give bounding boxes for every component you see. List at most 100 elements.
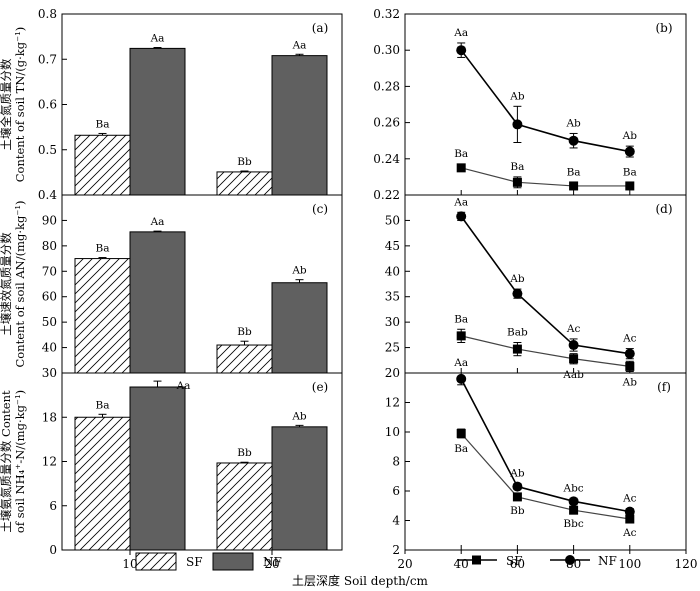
data-label: Ab bbox=[509, 468, 525, 480]
panel-label: (b) bbox=[655, 21, 672, 35]
data-label: Ab bbox=[291, 265, 307, 277]
data-label: Aa bbox=[176, 380, 191, 392]
data-label: Bb bbox=[237, 156, 252, 168]
y-tick-label: 20 bbox=[385, 366, 400, 380]
y-tick-label: 0.4 bbox=[38, 188, 57, 202]
y-tick-label: 6 bbox=[392, 484, 400, 498]
bar-sf bbox=[216, 462, 273, 551]
data-label: Ba bbox=[96, 243, 110, 255]
data-point-nf bbox=[568, 135, 579, 146]
bar-nf bbox=[129, 231, 186, 374]
y-tick-label: 0.30 bbox=[373, 43, 400, 57]
data-label: Ab bbox=[622, 376, 638, 388]
y-tick-label: 60 bbox=[42, 290, 57, 304]
y-tick-label: 35 bbox=[385, 290, 400, 304]
legend-marker-sf bbox=[472, 555, 481, 565]
y-tick-label: 30 bbox=[42, 366, 57, 380]
bar-sf bbox=[216, 344, 273, 374]
data-point-sf bbox=[569, 505, 579, 515]
data-label: Ba bbox=[454, 443, 468, 455]
data-label: Bb bbox=[237, 447, 252, 459]
panel-frame bbox=[61, 372, 343, 551]
legend-label-nf: NF bbox=[263, 555, 282, 569]
data-label: Ba bbox=[623, 166, 637, 178]
panel-frame bbox=[404, 194, 687, 374]
data-label: Aa bbox=[453, 27, 468, 39]
data-label: Ba bbox=[567, 166, 581, 178]
data-label: Aa bbox=[150, 32, 165, 44]
panel-label: (f) bbox=[657, 380, 671, 394]
data-label: Ab bbox=[509, 90, 525, 102]
y-tick-label: 0.5 bbox=[38, 143, 57, 157]
data-point-nf bbox=[624, 348, 635, 359]
data-point-sf bbox=[512, 344, 522, 354]
data-point-sf bbox=[569, 181, 579, 191]
y-tick-label: 0.28 bbox=[373, 79, 400, 93]
y-tick-label: 6 bbox=[49, 499, 57, 513]
y-tick-label: 8 bbox=[392, 455, 400, 469]
data-label: Ab bbox=[291, 410, 307, 422]
data-label: Aa bbox=[453, 196, 468, 208]
panel-label: (a) bbox=[312, 21, 329, 35]
legend-marker-nf bbox=[565, 555, 575, 565]
data-label: Ac bbox=[622, 493, 637, 505]
data-point-nf bbox=[624, 506, 635, 517]
data-label: Ac bbox=[566, 323, 581, 335]
bar-nf bbox=[129, 47, 186, 196]
data-point-nf bbox=[456, 373, 467, 384]
y-tick-label: 25 bbox=[385, 341, 400, 355]
data-label: Bb bbox=[237, 326, 252, 338]
legend-label-sf: SF bbox=[186, 555, 203, 569]
data-point-nf bbox=[568, 340, 579, 351]
y-tick-label: 0 bbox=[49, 543, 57, 557]
bar-nf bbox=[271, 55, 328, 196]
data-point-sf bbox=[512, 177, 522, 187]
y-tick-label: 80 bbox=[42, 239, 57, 253]
y-tick-label: 18 bbox=[42, 410, 57, 424]
y-tick-label: 12 bbox=[385, 396, 400, 410]
bar-nf bbox=[271, 426, 328, 551]
y-tick-label: 0.7 bbox=[38, 52, 57, 66]
y-tick-label: 0.32 bbox=[373, 7, 400, 21]
data-point-sf bbox=[625, 361, 635, 371]
data-point-sf bbox=[625, 181, 635, 191]
y-axis-label: of soil NH₄⁺-N/(mg·kg⁻¹) bbox=[13, 390, 27, 533]
y-tick-label: 90 bbox=[42, 213, 57, 227]
y-tick-label: 0.26 bbox=[373, 116, 400, 130]
data-point-nf bbox=[512, 119, 523, 130]
data-point-sf bbox=[625, 514, 635, 524]
data-point-nf bbox=[512, 481, 523, 492]
data-label: Ba bbox=[454, 313, 468, 325]
series-line-nf bbox=[460, 378, 630, 513]
data-label: Ac bbox=[622, 333, 637, 345]
data-point-nf bbox=[456, 45, 467, 56]
data-label: Ab bbox=[565, 117, 581, 129]
data-label: Ba bbox=[510, 161, 524, 173]
panel-label: (e) bbox=[312, 380, 328, 394]
data-label: Ab bbox=[509, 273, 525, 285]
data-label: Ba bbox=[96, 118, 110, 130]
bar-sf bbox=[74, 416, 131, 551]
data-point-nf bbox=[512, 288, 523, 299]
y-axis-label: Content of soil AN/(mg·kg⁻¹) bbox=[13, 200, 27, 367]
data-label: Ac bbox=[622, 527, 637, 539]
y-axis-label: 土壤全氮质量分数 bbox=[0, 58, 13, 150]
series-line-sf bbox=[460, 433, 630, 520]
legend-label-sf-line: SF bbox=[506, 554, 523, 568]
data-point-sf bbox=[456, 331, 466, 341]
data-label: Ba bbox=[96, 399, 110, 411]
data-label: Aab bbox=[562, 369, 584, 381]
bar-sf bbox=[74, 258, 131, 374]
series-line-sf bbox=[461, 335, 630, 367]
y-tick-label: 10 bbox=[385, 425, 400, 439]
data-point-nf bbox=[456, 211, 467, 222]
panel-frame bbox=[404, 372, 687, 551]
data-point-sf bbox=[456, 428, 466, 438]
data-label: Bbc bbox=[563, 518, 583, 530]
y-tick-label: 70 bbox=[42, 264, 57, 278]
legend-swatch-sf bbox=[135, 552, 177, 571]
panel-label: (c) bbox=[312, 202, 328, 216]
x-tick-label: 20 bbox=[397, 557, 412, 571]
x-tick-label: 120 bbox=[675, 557, 698, 571]
data-label: Aa bbox=[453, 357, 468, 369]
